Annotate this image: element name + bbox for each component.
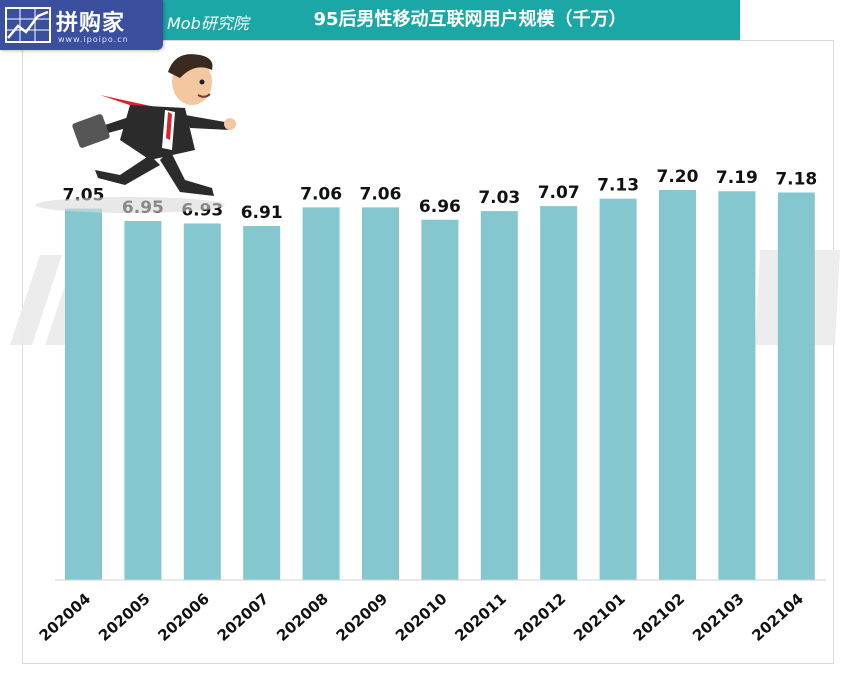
category-label-202005: 202005 (95, 590, 154, 645)
value-label-202012: 7.07 (538, 183, 580, 203)
brand-label: Mob研究院 (167, 14, 249, 33)
category-label-202010: 202010 (392, 590, 451, 645)
running-businessman-illustration (35, 54, 236, 213)
category-label-202104: 202104 (748, 590, 807, 645)
value-label-202102: 7.20 (657, 167, 699, 187)
value-label-202008: 7.06 (300, 184, 342, 204)
bar-202102 (659, 190, 696, 580)
category-label-202007: 202007 (214, 590, 273, 645)
value-label-202007: 6.91 (241, 203, 283, 223)
bar-202006 (183, 223, 221, 581)
category-label-202006: 202006 (154, 590, 213, 645)
bar-202101 (599, 198, 637, 580)
category-label-202012: 202012 (511, 590, 570, 645)
bar-202011 (480, 211, 518, 580)
chart-title: 95后男性移动互联网用户规模（千万） (313, 9, 627, 30)
bar-202104 (777, 192, 815, 581)
category-label-202009: 202009 (333, 590, 392, 645)
category-label-202004: 202004 (36, 590, 95, 645)
category-label-202101: 202101 (570, 590, 629, 645)
bar-202004 (65, 208, 102, 580)
bar-202103 (718, 191, 756, 581)
bar-202010 (421, 219, 459, 580)
bar-202009 (362, 207, 399, 581)
logo-text: 拼购家 (56, 11, 126, 36)
value-label-202104: 7.18 (775, 169, 817, 189)
category-label-202008: 202008 (273, 590, 332, 645)
bar-202008 (302, 207, 340, 581)
site-logo[interactable]: 拼购家 www.ipoipo.cn (0, 0, 163, 50)
bar-202005 (124, 221, 162, 580)
chart-logo-icon (5, 7, 51, 43)
value-label-202101: 7.13 (597, 176, 639, 196)
value-label-202010: 6.96 (419, 197, 461, 217)
logo-url: www.ipoipo.cn (58, 35, 129, 44)
value-label-202103: 7.19 (716, 168, 758, 188)
value-label-202011: 7.03 (478, 188, 520, 208)
category-label-202011: 202011 (451, 590, 510, 645)
bar-202012 (540, 206, 578, 580)
value-label-202009: 7.06 (360, 184, 402, 204)
category-label-202102: 202102 (630, 590, 689, 645)
category-label-202103: 202103 (689, 590, 748, 645)
bar-202007 (243, 225, 281, 580)
